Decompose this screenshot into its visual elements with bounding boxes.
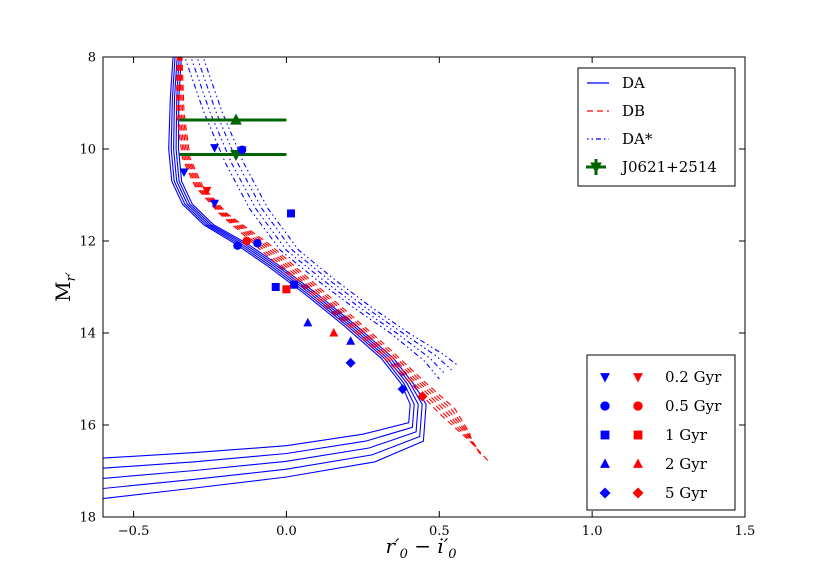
markers-layer: [179, 144, 428, 402]
legend-lines: DA DB DA* J0621+2514: [577, 67, 736, 187]
marker-da-1gyr-1: [271, 283, 280, 291]
x-tick-label: 0.5: [429, 524, 450, 539]
series-da-curve-2: [103, 57, 415, 469]
marker-da-2gyr-2: [346, 336, 356, 345]
series-db-curve-4: [179, 57, 477, 448]
series-db-curve-5: [180, 57, 474, 443]
marker-db-05gyr-1: [242, 236, 251, 246]
legend-marker-db: [633, 373, 643, 383]
curves-layer: [103, 57, 489, 500]
legend-label: 5 Gyr: [665, 484, 708, 502]
plot-frame: [102, 56, 746, 518]
legend-label: 1 Gyr: [665, 426, 708, 444]
y-tick-label: 14: [79, 327, 96, 342]
legend-marker-db: [633, 458, 643, 468]
series-da-curve-1: [184, 59, 440, 380]
j0621-point-2: [230, 149, 242, 162]
series-da-curve-1: [103, 57, 411, 459]
marker-db-5gyr-1: [417, 391, 428, 402]
legend-markers-box: [586, 354, 736, 511]
legend-marker-da: [599, 487, 611, 499]
marker-da-02gyr-2: [210, 144, 220, 153]
marker-da-1gyr-2: [290, 280, 299, 289]
x-tick-label: 1.5: [735, 524, 756, 539]
legend-marker-db: [632, 487, 644, 499]
series-db-curve-6: [181, 57, 471, 438]
legend-label: J0621+2514: [620, 158, 717, 176]
marker-da-5gyr-2: [397, 384, 408, 395]
legend-marker-db: [633, 430, 643, 440]
series-db-curve-2: [177, 57, 483, 457]
marker-db-2gyr-1: [329, 328, 339, 337]
legend-marker-db: [633, 401, 643, 411]
series-db-curve-3: [178, 57, 480, 453]
series-da-curve-3: [103, 57, 419, 479]
legend-swatch-j0621-marker: [590, 162, 602, 174]
marker-db-02gyr-1: [202, 186, 212, 196]
y-tick-label: 16: [79, 419, 96, 434]
legend-label: DA: [622, 74, 645, 92]
errorbars-layer: [179, 113, 287, 162]
legend-markers: 0.2 Gyr 0.5 Gyr 1 Gyr 2 Gyr 5 Gyr: [586, 354, 736, 511]
series-db-curve-1: [175, 57, 489, 462]
legend-marker-da: [600, 401, 610, 411]
y-tick-label: 18: [79, 511, 96, 526]
legend-marker-da: [600, 458, 610, 468]
legend-label: DA*: [622, 130, 653, 148]
legend-marker-da: [600, 373, 610, 383]
series-da-curve-5: [103, 57, 427, 500]
x-axis-label: r′0 − i′0: [385, 534, 456, 562]
marker-da-02gyr-4: [210, 199, 220, 209]
x-tick-label: 1.0: [582, 524, 603, 539]
series-da-curve-4: [203, 59, 458, 366]
legend-label: 0.2 Gyr: [665, 368, 722, 386]
series-da-curve-3: [197, 59, 452, 371]
marker-da-5gyr-1: [345, 357, 356, 368]
legend-label: 2 Gyr: [665, 455, 708, 473]
marker-da-1gyr-3: [287, 209, 296, 218]
marker-da-02gyr-1: [179, 168, 189, 177]
marker-da-2gyr-1: [303, 317, 313, 327]
marker-da-05gyr-1: [233, 241, 242, 250]
marker-da-05gyr-2: [253, 239, 262, 248]
legend-marker-da: [600, 430, 610, 440]
marker-da-05gyr-3: [237, 145, 247, 155]
j0621-point-1: [230, 113, 242, 125]
marker-db-1gyr-1: [282, 285, 291, 294]
legend-label: DB: [622, 102, 645, 120]
y-tick-label: 10: [79, 143, 96, 158]
legend-label: 0.5 Gyr: [665, 397, 722, 415]
y-tick-label: 12: [79, 235, 96, 250]
series-da-curve-2: [191, 59, 446, 375]
ticks-layer: −0.5 0.0 0.5 1.0 1.5 8 10 12 14 16 18: [79, 51, 755, 540]
y-tick-label: 8: [88, 51, 96, 66]
y-axis-label: Mr′: [51, 272, 79, 302]
x-tick-label: 0.0: [276, 524, 297, 539]
x-tick-label: −0.5: [118, 524, 150, 539]
series-da-curve-4: [103, 57, 423, 490]
